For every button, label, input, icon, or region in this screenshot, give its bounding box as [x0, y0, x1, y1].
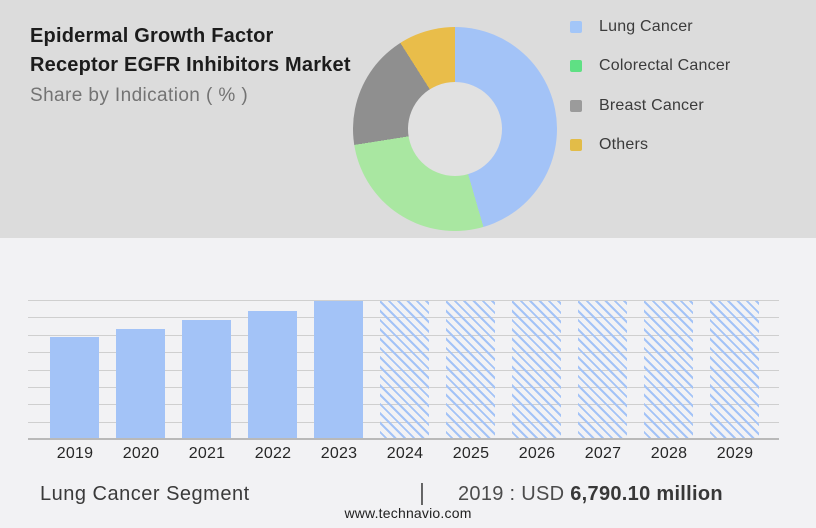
- donut-hole: [408, 82, 502, 176]
- website-url: www.technavio.com: [344, 505, 472, 521]
- x-tick-2023: 2023: [320, 445, 358, 462]
- donut-legend: Lung Cancer Colorectal Cancer Breast Can…: [570, 7, 730, 165]
- bar-2022: [248, 311, 297, 440]
- forecast-bar-2029: [710, 301, 759, 440]
- bar-2023: [314, 301, 363, 440]
- legend-label-colorectal-cancer: Colorectal Cancer: [599, 57, 731, 75]
- x-tick-2026: 2026: [518, 445, 556, 462]
- legend-item-lung-cancer: Lung Cancer: [570, 7, 730, 47]
- bar-2021: [182, 320, 231, 440]
- legend-label-lung-cancer: Lung Cancer: [599, 17, 693, 35]
- x-tick-2020: 2020: [122, 445, 160, 462]
- forecast-bar-2025: [446, 301, 495, 440]
- legend-item-breast-cancer: Breast Cancer: [570, 86, 730, 126]
- donut-chart: [353, 27, 557, 231]
- legend-swatch-breast-cancer: [570, 99, 582, 112]
- bar-2019: [50, 337, 99, 440]
- forecast-bar-2028: [644, 301, 693, 440]
- x-tick-2027: 2027: [584, 445, 622, 462]
- footer-separator: |: [419, 479, 425, 505]
- legend-label-breast-cancer: Breast Cancer: [599, 96, 704, 114]
- legend-item-others: Others: [570, 126, 730, 166]
- legend-item-colorectal-cancer: Colorectal Cancer: [570, 47, 730, 87]
- x-axis-line: [28, 438, 779, 440]
- x-tick-2022: 2022: [254, 445, 292, 462]
- bar-chart-x-axis: 2019 2020 2021 2022 2023 2024 2025 2026 2027 2028…: [28, 445, 779, 465]
- title-block: Epidermal Growth Factor Receptor EGFR In…: [30, 22, 351, 107]
- chart-subtitle: Share by Indication ( % ): [30, 85, 249, 106]
- forecast-bar-2024: [380, 301, 429, 440]
- segment-value: 2019 : USD 6,790.10 million: [458, 483, 723, 506]
- x-tick-2021: 2021: [188, 445, 226, 462]
- legend-swatch-others: [570, 139, 582, 152]
- x-tick-2024: 2024: [386, 445, 424, 462]
- legend-swatch-lung-cancer: [570, 20, 582, 33]
- gridline: [28, 300, 779, 301]
- x-tick-2029: 2029: [716, 445, 754, 462]
- forecast-bar-2026: [512, 301, 561, 440]
- legend-label-others: Others: [599, 136, 649, 154]
- segment-value-amount: 6,790.10 million: [570, 483, 723, 505]
- x-tick-2019: 2019: [56, 445, 94, 462]
- header-panel: Epidermal Growth Factor Receptor EGFR In…: [0, 0, 816, 238]
- x-tick-2025: 2025: [452, 445, 490, 462]
- segment-value-prefix: 2019 : USD: [458, 483, 571, 505]
- legend-swatch-colorectal-cancer: [570, 60, 582, 73]
- x-tick-2028: 2028: [650, 445, 688, 462]
- bar-chart: [28, 300, 779, 440]
- bar-2020: [116, 329, 165, 440]
- segment-label: Lung Cancer Segment: [40, 483, 250, 505]
- page-title-line-1: Epidermal Growth Factor: [30, 25, 274, 47]
- forecast-bar-2027: [578, 301, 627, 440]
- page-title-line-2: Receptor EGFR Inhibitors Market: [30, 54, 351, 76]
